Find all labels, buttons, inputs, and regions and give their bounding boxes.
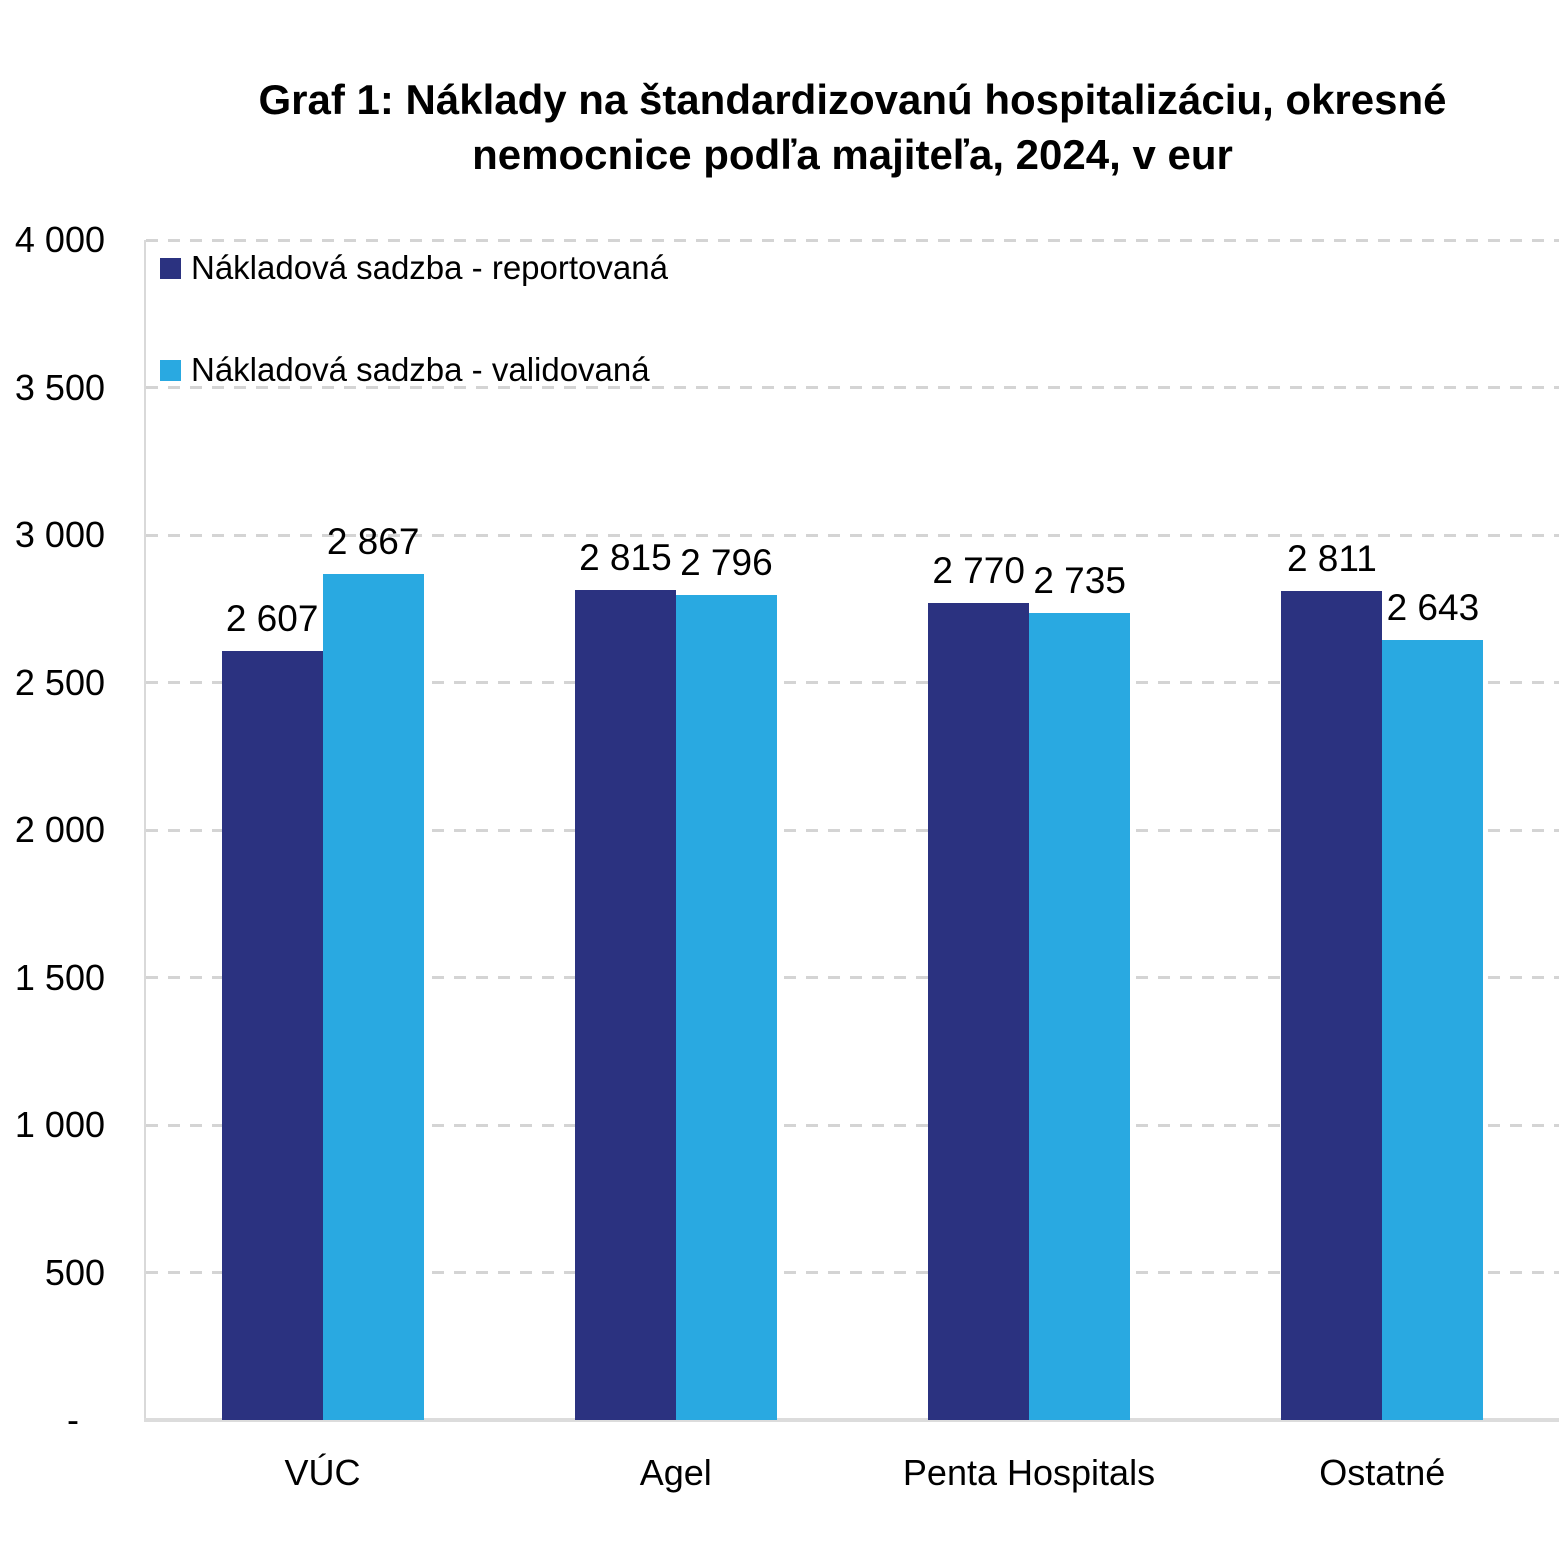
y-axis-tick-label: 3 000 [14,514,105,555]
y-axis-tick-label: - [67,1399,79,1440]
gridline-2500 [146,681,1559,684]
gridline-4000 [146,238,1559,242]
y-axis-tick-label: 1 500 [14,956,105,998]
y-axis-tick-label: 2 000 [14,809,105,850]
y-axis-tick-label: 4 000 [14,219,105,260]
gridline-3500 [146,386,1559,389]
bar-validovana-ostatne [1382,640,1484,1420]
x-axis-category-label-agel: Agel [639,1452,712,1493]
bar-value-label-reportovana-vuc: 2 607 [225,597,319,639]
bar-value-label-validovana-ostatne: 2 643 [1386,587,1480,629]
bar-validovana-vuc [322,574,424,1420]
legend-label-reportovana: Nákladová sadzba - reportovaná [191,249,668,286]
legend-item-validovana: Nákladová sadzba - validovaná [160,348,668,392]
legend-swatch-validovana-icon [160,359,181,381]
y-axis-tick-label: 3 500 [14,366,105,408]
gridline-1000 [146,1123,1559,1127]
legend-item-reportovana: Nákladová sadzba - reportovaná [160,246,668,290]
bar-value-label-validovana-agel: 2 796 [680,542,773,584]
x-axis-line [144,1418,1559,1422]
gridline-1500 [146,976,1559,979]
chart-title: Graf 1: Náklady na štandardizovanú hospi… [258,76,1447,179]
bar-value-label-validovana-vuc: 2 867 [326,521,420,563]
bar-value-label-reportovana-agel: 2 815 [579,536,672,578]
bar-validovana-penta-hospitals [1029,613,1131,1420]
y-axis-tick-label: 1 000 [14,1104,105,1145]
y-axis-line [144,240,146,1420]
plot-area: Nákladová sadzba - reportovaná Nákladová… [144,238,1559,1493]
bar-value-label-validovana-penta-hospitals: 2 735 [1033,560,1126,602]
legend: Nákladová sadzba - reportovaná Nákladová… [160,246,668,392]
bar-reportovana-penta-hospitals [928,602,1030,1420]
bar-value-label-reportovana-penta-hospitals: 2 770 [932,549,1025,591]
bar-reportovana-vuc [221,650,323,1420]
bar-validovana-agel [675,595,777,1420]
x-axis-category-label-penta-hospitals: Penta Hospitals [902,1452,1156,1493]
gridline-3000 [146,533,1559,537]
y-axis-tick-label: 500 [44,1251,105,1293]
bar-reportovana-ostatne [1281,590,1383,1420]
bar-value-label-reportovana-ostatne: 2 811 [1286,537,1377,579]
x-axis-category-label-ostatne: Ostatné [1319,1452,1446,1493]
y-axis: - 500 1 000 1 500 2 000 2 500 3 000 3 500 4 000 [0,219,105,1440]
legend-swatch-reportovana-icon [160,257,181,279]
legend-label-validovana: Nákladová sadzba - validovaná [191,351,650,388]
gridline-500 [146,1271,1559,1274]
x-axis-category-label-vuc: VÚC [284,1452,361,1493]
gridline-2000 [146,828,1559,832]
y-axis-tick-label: 2 500 [14,661,105,703]
bar-reportovana-agel [574,589,676,1420]
